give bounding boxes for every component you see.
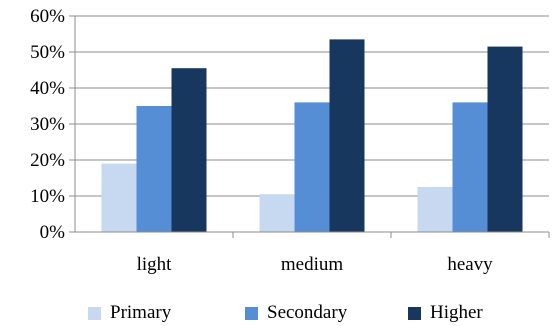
x-tick-label: medium xyxy=(281,254,343,275)
legend-label: Secondary xyxy=(267,302,348,323)
axes xyxy=(69,16,549,233)
bar-secondary-medium xyxy=(294,102,330,233)
y-tick-label: 40% xyxy=(30,78,65,99)
chart-legend: Primary Secondary Higher xyxy=(0,300,552,326)
bar-higher-light xyxy=(171,68,207,232)
legend-swatch xyxy=(88,306,101,320)
legend-swatch xyxy=(245,306,258,320)
legend-item-higher: Higher xyxy=(408,300,483,326)
legend-label: Primary xyxy=(110,302,172,323)
y-tick-label: 30% xyxy=(30,114,65,135)
y-tick-label: 50% xyxy=(30,42,65,63)
y-axis-ticks: 0% 10% 20% 30% 40% 50% 60% xyxy=(30,6,75,243)
bar-higher-heavy xyxy=(487,46,523,232)
legend-item-primary: Primary xyxy=(88,300,171,326)
bar-primary-light xyxy=(101,163,137,232)
bars xyxy=(101,39,523,233)
y-tick-label: 60% xyxy=(30,6,65,27)
bar-primary-heavy xyxy=(417,187,453,232)
x-axis-ticks: light medium heavy xyxy=(137,232,550,275)
bar-secondary-heavy xyxy=(452,102,488,233)
y-tick-label: 20% xyxy=(30,150,65,171)
bar-higher-medium xyxy=(329,39,365,233)
x-tick-label: heavy xyxy=(447,254,493,275)
bar-secondary-light xyxy=(136,106,172,232)
legend-swatch xyxy=(408,306,421,320)
bar-primary-medium xyxy=(259,194,295,232)
y-tick-label: 0% xyxy=(40,222,66,243)
y-tick-label: 10% xyxy=(30,186,65,207)
x-tick-label: light xyxy=(137,254,173,275)
legend-item-secondary: Secondary xyxy=(245,300,347,326)
legend-label: Higher xyxy=(430,302,483,323)
